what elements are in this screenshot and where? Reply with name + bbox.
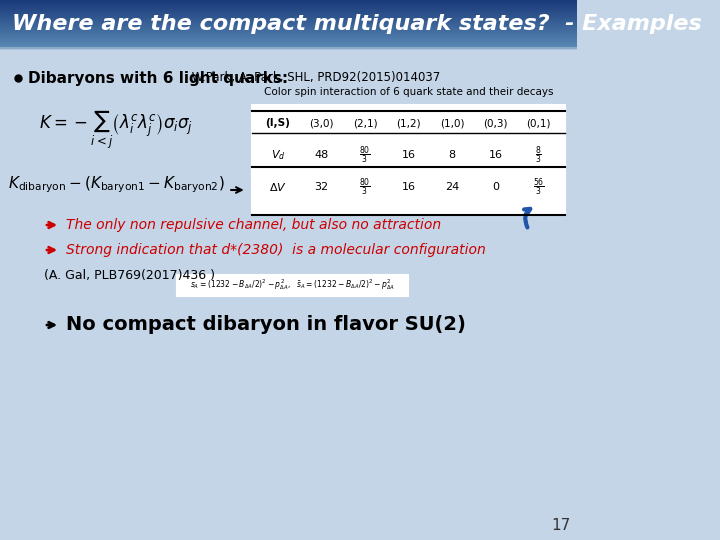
Bar (0, 9, 577, 10)
Bar (0, 21, 577, 22)
Bar (0, 25, 577, 26)
Bar (0, 41, 577, 42)
Text: The only non repulsive channel, but also no attraction: The only non repulsive channel, but also… (66, 218, 441, 232)
Bar (0, 16, 577, 17)
Text: $K = -\sum_{i<j}\left(\lambda^c_i\lambda^c_j\right)\sigma_i\sigma_j$: $K = -\sum_{i<j}\left(\lambda^c_i\lambda… (39, 109, 193, 152)
Bar (0, 14, 577, 15)
Text: Strong indication that d*(2380)  is a molecular configuration: Strong indication that d*(2380) is a mol… (66, 243, 485, 257)
Text: (0,3): (0,3) (483, 118, 508, 128)
Bar (0, 1, 577, 2)
Bar (0, 38, 577, 39)
Text: $V_d$: $V_d$ (271, 148, 285, 162)
Bar (0, 5, 577, 6)
Bar (0, 33, 577, 34)
Bar (0, 0, 577, 1)
Bar (0, 4, 577, 5)
Text: (0,1): (0,1) (526, 118, 551, 128)
Bar (0, 7, 577, 8)
Text: (I,S): (I,S) (266, 118, 290, 128)
Bar (0, 27, 577, 28)
Bar (0, 31, 577, 32)
Bar (0, 26, 577, 27)
Bar (0, 24, 577, 25)
Bar (252, 105, 564, 215)
Bar (0, 8, 577, 9)
Bar (0, 10, 577, 11)
Text: 32: 32 (315, 182, 328, 192)
Bar (0, 44, 577, 45)
Bar (0, 39, 577, 40)
Text: 16: 16 (488, 150, 503, 160)
Bar (0, 3, 577, 4)
Bar (0, 12, 577, 13)
Bar (0, 30, 577, 31)
Bar (0, 20, 577, 21)
Text: W.Park, A. Park, SHL, PRD92(2015)014037: W.Park, A. Park, SHL, PRD92(2015)014037 (188, 71, 441, 84)
Bar (0, 6, 577, 7)
Bar (0, 19, 577, 20)
Text: $\frac{8}{3}$: $\frac{8}{3}$ (536, 144, 542, 166)
Bar (0, 37, 577, 38)
Text: Dibaryons with 6 light quarks:: Dibaryons with 6 light quarks: (28, 71, 288, 85)
Bar (176, 274, 408, 296)
Bar (0, 18, 577, 19)
Text: 16: 16 (402, 150, 415, 160)
Bar (0, 45, 577, 46)
Bar (0, 35, 577, 36)
Bar (0, 32, 577, 33)
Bar (0, 15, 577, 16)
Text: 8: 8 (449, 150, 456, 160)
Bar (0, 23, 577, 24)
Bar (0, 28, 577, 29)
Text: (3,0): (3,0) (310, 118, 334, 128)
Text: (1,0): (1,0) (440, 118, 464, 128)
Bar (0, 11, 577, 12)
Text: $\frac{80}{3}$: $\frac{80}{3}$ (359, 176, 371, 198)
Bar (0, 34, 577, 35)
Bar (0, 13, 577, 14)
Bar (0, 46, 577, 47)
Text: $\Delta V$: $\Delta V$ (269, 181, 287, 193)
Bar (0, 47, 577, 48)
Text: No compact dibaryon in flavor SU(2): No compact dibaryon in flavor SU(2) (66, 315, 466, 334)
Bar (0, 43, 577, 44)
Text: (2,1): (2,1) (353, 118, 377, 128)
Text: $s_A=(1232-B_{\Delta A}/2)^2-p^2_{\Delta A},\ \ \bar{s}_A=(1232-B_{\Delta A}/2)^: $s_A=(1232-B_{\Delta A}/2)^2-p^2_{\Delta… (190, 278, 395, 293)
Text: 24: 24 (445, 182, 459, 192)
Text: 0: 0 (492, 182, 499, 192)
Text: (1,2): (1,2) (396, 118, 420, 128)
Bar (0, 2, 577, 3)
Text: $K_{\mathrm{dibaryon}} - \left(K_{\mathrm{baryon1}} - K_{\mathrm{baryon2}}\right: $K_{\mathrm{dibaryon}} - \left(K_{\mathr… (8, 175, 225, 195)
Bar (0, 36, 577, 37)
Text: 17: 17 (551, 517, 570, 532)
Text: Where are the compact multiquark states?  - Examples: Where are the compact multiquark states?… (12, 14, 702, 34)
Bar (0, 42, 577, 43)
Bar (0, 29, 577, 30)
Bar (0, 22, 577, 23)
Text: (A. Gal, PLB769(2017)436 ): (A. Gal, PLB769(2017)436 ) (44, 268, 215, 281)
Text: $\frac{80}{3}$: $\frac{80}{3}$ (359, 144, 371, 166)
Bar (0, 17, 577, 18)
Text: 16: 16 (402, 182, 415, 192)
Text: Color spin interaction of 6 quark state and their decays: Color spin interaction of 6 quark state … (264, 87, 553, 97)
Text: $\frac{56}{3}$: $\frac{56}{3}$ (533, 176, 545, 198)
Text: 48: 48 (315, 150, 328, 160)
Bar (0, 40, 577, 41)
